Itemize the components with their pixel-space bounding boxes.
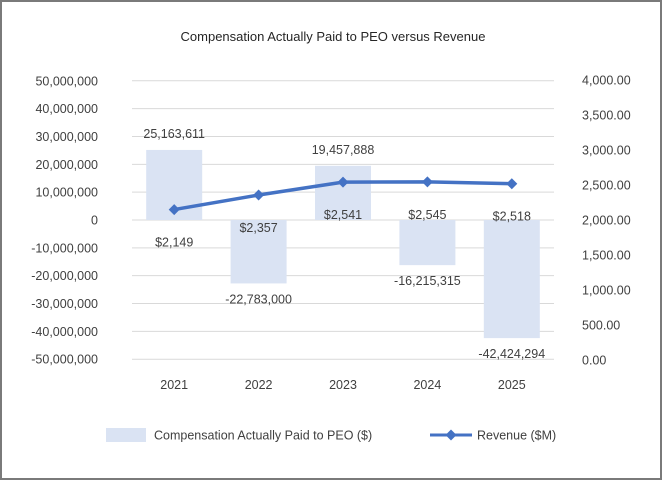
right-tick-label: 2,500.00 — [582, 179, 631, 193]
left-tick-label: -10,000,000 — [31, 241, 98, 255]
line-series — [168, 176, 518, 216]
bar-data-label: -42,424,294 — [478, 347, 545, 361]
bar-data-labels: 25,163,611 -22,783,000 19,457,888 -16,215,3… — [143, 127, 545, 361]
left-tick-label: -50,000,000 — [31, 353, 98, 367]
legend-line-label: Revenue ($M) — [477, 429, 556, 443]
revenue-marker — [253, 189, 265, 201]
left-tick-label: -20,000,000 — [31, 269, 98, 283]
bar — [230, 220, 287, 284]
x-tick-label: 2021 — [160, 378, 188, 392]
legend-bar-swatch — [106, 428, 146, 442]
revenue-data-label: $2,545 — [408, 208, 446, 222]
bar — [315, 165, 371, 220]
legend-diamond-marker — [445, 429, 457, 441]
revenue-marker — [421, 176, 433, 188]
left-tick-label: 40,000,000 — [35, 102, 98, 116]
bar-data-label: 25,163,611 — [143, 127, 205, 141]
revenue-data-label: $2,357 — [239, 221, 277, 235]
bar — [399, 220, 456, 266]
revenue-data-label: $2,541 — [324, 208, 362, 222]
revenue-marker — [506, 178, 518, 190]
revenue-marker — [337, 176, 349, 188]
x-tick-label: 2022 — [245, 378, 273, 392]
right-tick-label: 500.00 — [582, 319, 620, 333]
bar-series — [146, 149, 540, 339]
right-tick-label: 3,500.00 — [582, 109, 631, 123]
right-tick-label: 3,000.00 — [582, 144, 631, 158]
chart-title: Compensation Actually Paid to PEO versus… — [181, 29, 486, 44]
left-tick-label: 10,000,000 — [35, 186, 98, 200]
bar-data-label: -22,783,000 — [225, 292, 292, 306]
bar-data-label: 19,457,888 — [312, 143, 375, 157]
right-tick-label: 0.00 — [582, 354, 606, 368]
left-tick-label: 0 — [91, 214, 98, 228]
right-tick-label: 1,500.00 — [582, 249, 631, 263]
left-axis: 50,000,000 40,000,000 30,000,000 20,000,000… — [31, 74, 98, 366]
left-tick-label: 20,000,000 — [35, 158, 98, 172]
x-tick-label: 2023 — [329, 378, 357, 392]
left-tick-label: -30,000,000 — [31, 297, 98, 311]
x-tick-label: 2024 — [413, 378, 441, 392]
left-tick-label: 30,000,000 — [35, 130, 98, 144]
legend-bar-label: Compensation Actually Paid to PEO ($) — [154, 429, 372, 443]
x-tick-label: 2025 — [498, 378, 526, 392]
right-axis: 4,000.00 3,500.00 3,000.00 2,500.00 2,000.00… — [582, 74, 631, 368]
revenue-marker — [168, 204, 180, 216]
legend: Compensation Actually Paid to PEO ($) Re… — [106, 428, 556, 443]
left-tick-label: -40,000,000 — [31, 325, 98, 339]
right-tick-label: 1,000.00 — [582, 284, 631, 298]
bar-data-label: -16,215,315 — [394, 274, 461, 288]
revenue-data-label: $2,149 — [155, 236, 193, 250]
right-tick-label: 4,000.00 — [582, 74, 631, 88]
bar — [483, 220, 540, 339]
left-tick-label: 50,000,000 — [35, 74, 98, 88]
revenue-data-label: $2,518 — [493, 210, 531, 224]
line-data-labels: $2,149 $2,357 $2,541 $2,545 $2,518 — [155, 208, 531, 250]
x-axis: 2021 2022 2023 2024 2025 — [160, 378, 525, 392]
right-tick-label: 2,000.00 — [582, 214, 631, 228]
